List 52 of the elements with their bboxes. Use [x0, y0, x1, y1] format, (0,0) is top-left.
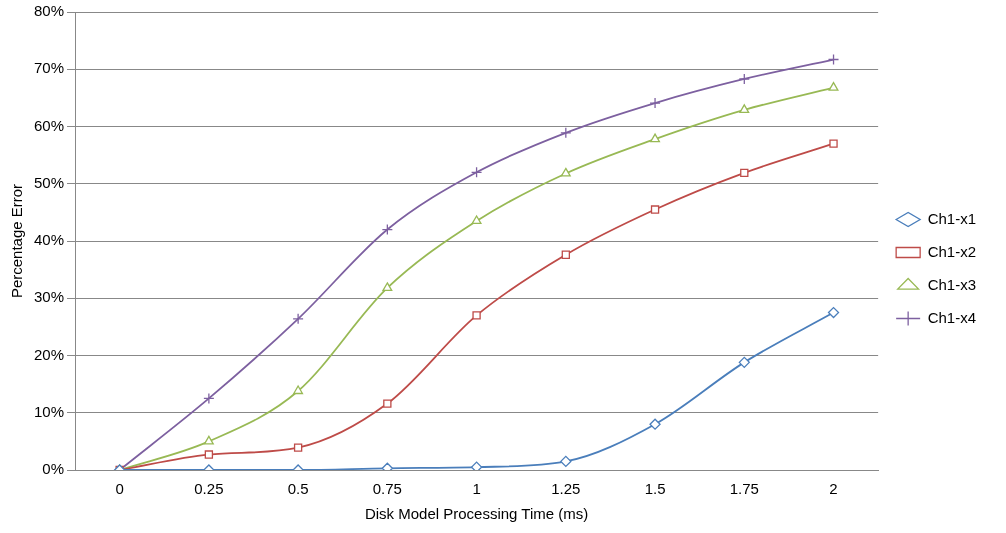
point: [650, 133, 661, 143]
point: [203, 435, 214, 445]
point: [827, 306, 840, 319]
legend-label: Ch1-x4: [927, 308, 976, 326]
x-tick-label: 1: [472, 480, 481, 498]
point: [829, 139, 838, 148]
x-tick-label: 1.75: [729, 480, 759, 498]
point: [383, 399, 392, 408]
point: [381, 223, 393, 236]
x-tick-label: 0.75: [372, 480, 402, 498]
x-tick-label: 1.25: [551, 480, 581, 498]
point: [204, 450, 214, 459]
point: [560, 127, 572, 139]
point: [827, 53, 840, 66]
y-tick-label: 0%: [42, 460, 65, 478]
point: [561, 250, 571, 259]
x-tick-label: 0.25: [194, 480, 224, 498]
x-axis-title: Disk Model Processing Time (ms): [364, 505, 589, 523]
point: [470, 166, 483, 178]
point: [739, 104, 750, 114]
y-tick-label: 70%: [33, 59, 65, 77]
y-tick-label: 10%: [33, 402, 65, 420]
point: [649, 97, 661, 109]
point: [203, 392, 215, 405]
point: [471, 215, 482, 225]
y-tick-label: 40%: [33, 231, 65, 249]
y-tick-label: 30%: [33, 288, 65, 306]
x-tick-label: 1.5: [644, 480, 666, 498]
x-tick-label: 0: [115, 480, 124, 498]
x-tick-label: 0.5: [287, 480, 309, 498]
y-axis-title: Percentage Error: [8, 183, 26, 299]
point: [738, 73, 750, 85]
y-tick-label: 20%: [33, 345, 65, 363]
point: [560, 455, 572, 468]
point: [740, 168, 749, 178]
x-tick-label: 2: [829, 480, 838, 498]
point: [649, 418, 661, 430]
point: [828, 81, 839, 91]
y-tick-label: 50%: [33, 173, 65, 191]
y-tick-label: 60%: [33, 116, 65, 134]
point: [472, 311, 481, 320]
legend-label: Ch1-x2: [927, 242, 976, 260]
point: [738, 356, 750, 369]
y-tick-label: 80%: [33, 2, 65, 20]
point: [560, 167, 571, 177]
point: [382, 282, 393, 292]
point: [293, 385, 304, 395]
legend-label: Ch1-x3: [927, 275, 976, 293]
point: [650, 205, 660, 214]
legend-label: Ch1-x1: [927, 209, 976, 227]
point: [293, 443, 303, 452]
point: [292, 313, 304, 325]
